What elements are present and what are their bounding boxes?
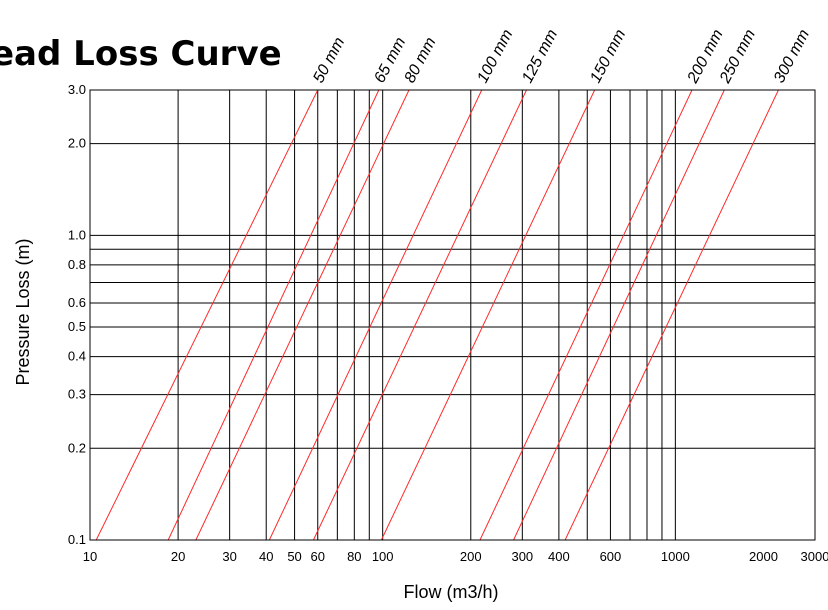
x-tick-label: 30 xyxy=(222,549,236,564)
x-tick-label: 60 xyxy=(311,549,325,564)
y-tick-label: 0.8 xyxy=(68,257,86,272)
y-tick-label: 0.3 xyxy=(68,387,86,402)
y-tick-label: 0.6 xyxy=(68,295,86,310)
y-axis-title: Pressure Loss (m) xyxy=(13,238,33,385)
pipe-size-label: 125 mm xyxy=(519,27,561,86)
pipe-size-label: 300 mm xyxy=(771,27,813,86)
curve-line xyxy=(479,89,693,541)
x-tick-label: 50 xyxy=(287,549,301,564)
head-loss-curves xyxy=(95,89,779,541)
y-tick-label: 2.0 xyxy=(68,136,86,151)
x-tick-label: 400 xyxy=(548,549,570,564)
pipe-size-label: 100 mm xyxy=(474,27,516,86)
grid-lines xyxy=(90,90,815,540)
x-tick-label: 100 xyxy=(372,549,394,564)
curve-line xyxy=(380,89,596,541)
x-tick-label: 20 xyxy=(171,549,185,564)
x-tick-label: 1000 xyxy=(661,549,690,564)
y-tick-label: 0.4 xyxy=(68,349,86,364)
curve-line xyxy=(564,89,779,541)
x-tick-label: 10 xyxy=(83,549,97,564)
curve-line xyxy=(167,89,380,541)
x-tick-label: 600 xyxy=(600,549,622,564)
curve-line xyxy=(312,89,527,541)
curve-line xyxy=(513,89,725,541)
x-tick-label: 200 xyxy=(460,549,482,564)
curve-line xyxy=(95,89,319,541)
y-tick-label: 3.0 xyxy=(68,82,86,97)
x-tick-label: 2000 xyxy=(749,549,778,564)
x-tick-label: 80 xyxy=(347,549,361,564)
pipe-size-label: 50 mm xyxy=(310,35,348,86)
x-tick-label: 40 xyxy=(259,549,273,564)
curve-line xyxy=(195,89,410,541)
plot-frame xyxy=(89,89,816,541)
y-tick-labels: 0.1 0.2 0.3 0.4 0.5 0.6 0.8 1.0 2.0 3.0 xyxy=(68,82,86,547)
x-tick-label: 300 xyxy=(511,549,533,564)
x-tick-labels: 10 20 30 40 50 60 80 100 200 300 400 600 1000 2000 300… xyxy=(83,549,828,564)
pipe-size-label: 150 mm xyxy=(587,27,629,86)
x-tick-label: 3000 xyxy=(801,549,828,564)
y-tick-label: 0.2 xyxy=(68,440,86,455)
y-tick-label: 0.5 xyxy=(68,319,86,334)
y-tick-label: 1.0 xyxy=(68,227,86,242)
chart-title: ead Loss Curve xyxy=(0,34,282,74)
curve-line xyxy=(268,89,483,541)
x-axis-title: Flow (m3/h) xyxy=(403,582,498,602)
y-tick-label: 0.1 xyxy=(68,532,86,547)
